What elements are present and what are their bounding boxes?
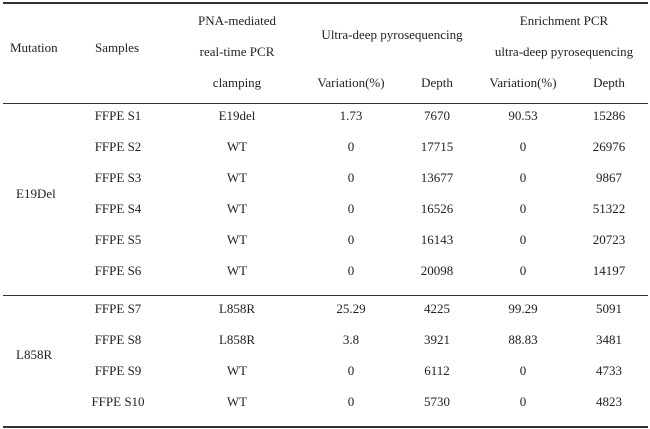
header-bottom-rule (3, 103, 648, 104)
header-ultra-deep: Ultra-deep pyrosequencing (321, 27, 463, 42)
cell-sample: FFPE S1 (94, 108, 142, 123)
cell-pna: WT (226, 263, 248, 278)
cell-sample: FFPE S5 (94, 232, 142, 247)
cell-pna: WT (226, 363, 248, 378)
group-label: L858R (16, 347, 53, 362)
cell-pna: L858R (218, 301, 256, 316)
cell-ud-depth: 16143 (420, 232, 454, 247)
cell-en-depth: 20723 (592, 232, 626, 247)
cell-en-depth: 9867 (596, 170, 622, 185)
cell-ud-depth: 3921 (424, 332, 450, 347)
cell-ud-variation: 25.29 (336, 301, 366, 316)
header-variation-en: Variation(%) (489, 75, 557, 90)
cell-ud-variation: 0 (347, 263, 355, 278)
cell-sample: FFPE S10 (91, 394, 145, 409)
cell-en-depth: 51322 (592, 201, 626, 216)
cell-en-variation: 0 (519, 263, 527, 278)
cell-ud-variation: 1.73 (339, 108, 363, 123)
cell-sample: FFPE S7 (94, 301, 142, 316)
cell-ud-variation: 3.8 (342, 332, 360, 347)
cell-en-variation: 0 (519, 170, 527, 185)
cell-pna: WT (226, 139, 248, 154)
cell-ud-depth: 16526 (420, 201, 454, 216)
header-depth-ud: Depth (421, 75, 453, 90)
cell-sample: FFPE S9 (94, 363, 142, 378)
cell-sample: FFPE S3 (94, 170, 142, 185)
cell-ud-depth: 6112 (424, 363, 450, 378)
cell-ud-variation: 0 (347, 394, 355, 409)
cell-en-depth: 4823 (596, 394, 622, 409)
cell-ud-variation: 0 (347, 139, 355, 154)
group-divider-rule (3, 295, 648, 296)
cell-en-variation: 90.53 (508, 108, 538, 123)
header-samples: Samples (94, 40, 140, 55)
cell-en-variation: 0 (519, 394, 527, 409)
cell-sample: FFPE S8 (94, 332, 142, 347)
cell-en-depth: 15286 (592, 108, 626, 123)
cell-ud-variation: 0 (347, 201, 355, 216)
cell-pna: WT (226, 170, 248, 185)
header-enrichment-line2: ultra-deep pyrosequencing (494, 44, 634, 59)
cell-ud-variation: 0 (347, 170, 355, 185)
cell-ud-depth: 17715 (420, 139, 454, 154)
cell-sample: FFPE S6 (94, 263, 142, 278)
cell-en-depth: 4733 (596, 363, 622, 378)
cell-pna: WT (226, 201, 248, 216)
header-mutation: Mutation (10, 40, 58, 55)
cell-ud-variation: 0 (347, 363, 355, 378)
cell-en-variation: 0 (519, 363, 527, 378)
header-pna-line3: clamping (212, 75, 262, 90)
cell-en-variation: 99.29 (508, 301, 538, 316)
header-pna-line2: real-time PCR (199, 44, 275, 59)
cell-en-depth: 26976 (592, 139, 626, 154)
cell-en-variation: 0 (519, 232, 527, 247)
cell-pna: WT (226, 232, 248, 247)
group-label: E19Del (16, 186, 56, 201)
header-enrichment-line1: Enrichment PCR (519, 13, 609, 28)
cell-sample: FFPE S2 (94, 139, 142, 154)
cell-ud-depth: 13677 (420, 170, 454, 185)
header-pna-line1: PNA-mediated (198, 13, 276, 28)
cell-pna: L858R (218, 332, 256, 347)
table-bottom-rule (3, 426, 648, 428)
cell-en-variation: 0 (519, 139, 527, 154)
table-top-rule (3, 2, 648, 4)
cell-ud-variation: 0 (347, 232, 355, 247)
cell-en-variation: 0 (519, 201, 527, 216)
cell-pna: E19del (218, 108, 256, 123)
cell-en-variation: 88.83 (508, 332, 538, 347)
cell-ud-depth: 5730 (424, 394, 450, 409)
cell-ud-depth: 7670 (424, 108, 450, 123)
cell-en-depth: 5091 (596, 301, 622, 316)
cell-ud-depth: 4225 (424, 301, 450, 316)
header-variation-ud: Variation(%) (317, 75, 385, 90)
cell-pna: WT (226, 394, 248, 409)
cell-en-depth: 3481 (596, 332, 622, 347)
header-depth-en: Depth (593, 75, 625, 90)
cell-en-depth: 14197 (592, 263, 626, 278)
cell-ud-depth: 20098 (420, 263, 454, 278)
cell-sample: FFPE S4 (94, 201, 142, 216)
